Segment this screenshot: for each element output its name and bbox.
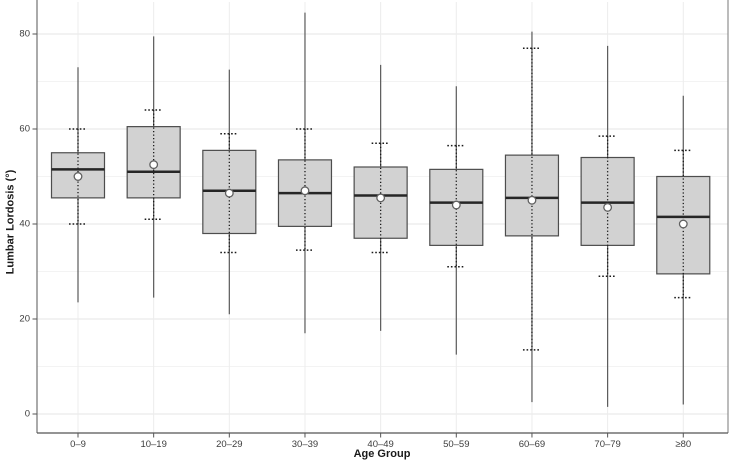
mean-dot bbox=[451, 200, 461, 210]
x-tick-label: 70–79 bbox=[594, 439, 620, 450]
y-tick-label: 80 bbox=[19, 29, 30, 40]
y-tick-label: 0 bbox=[25, 409, 30, 420]
mean-dot bbox=[149, 160, 159, 170]
x-tick-label: 50–59 bbox=[443, 439, 469, 450]
x-tick-label: 0–9 bbox=[70, 439, 86, 450]
x-tick-label: ≥80 bbox=[675, 439, 691, 450]
mean-dot bbox=[527, 195, 537, 205]
x-axis-title: Age Group bbox=[354, 448, 411, 460]
x-tick-label: 60–69 bbox=[519, 439, 545, 450]
x-tick-label: 20–29 bbox=[216, 439, 242, 450]
mean-dot bbox=[603, 202, 613, 212]
mean-dot bbox=[224, 188, 234, 198]
y-axis-title: Lumbar Lordosis (°) bbox=[5, 169, 17, 274]
mean-dot bbox=[376, 193, 386, 203]
mean-dot bbox=[300, 186, 310, 196]
mean-dot bbox=[678, 219, 688, 229]
y-tick-label: 60 bbox=[19, 124, 30, 135]
y-tick-label: 20 bbox=[19, 314, 30, 325]
x-tick-label: 30–39 bbox=[292, 439, 318, 450]
plot-area: 0 20 40 60 80 0–9 10–19 20–29 30–39 40–49 50–59 60–… bbox=[19, 0, 729, 450]
x-tick-label: 40–49 bbox=[367, 439, 393, 450]
y-tick-label: 40 bbox=[19, 219, 30, 230]
mean-dot bbox=[73, 172, 83, 181]
x-tick-label: 10–19 bbox=[140, 439, 166, 450]
